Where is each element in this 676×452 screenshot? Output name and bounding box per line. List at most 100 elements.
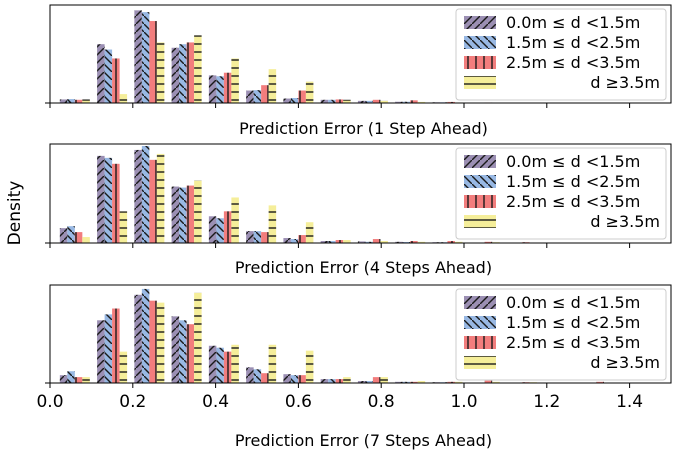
bar-p2-s4-b8	[343, 240, 351, 243]
legend-3: 0.0m ≤ d <1.5m1.5m ≤ d <2.5m2.5m ≤ d <3.…	[455, 288, 667, 381]
bar-p1-s2-b8	[328, 99, 336, 103]
bar-p3-s4-b2	[119, 351, 128, 383]
bar-p3-s4-b11	[454, 381, 463, 383]
panel-3: 0.0 0.2 0.4 0.6 0.8 1.0 1.2 1.4 Prediction Error…	[36, 284, 672, 450]
bar-p1-s1-b8	[320, 99, 329, 103]
legend-label: d ≥3.5m	[590, 212, 660, 231]
bar-p3-s1-b6	[246, 367, 254, 383]
legend-swatch	[464, 296, 496, 309]
xtick-label: 0.8	[368, 392, 395, 412]
bar-p3-s1-b2	[97, 320, 105, 383]
xtick-label: 1.4	[616, 392, 643, 412]
bar-p2-s3-b9	[372, 239, 381, 243]
bar-p3-s4-b10	[417, 381, 426, 383]
bar-p2-s3-b6	[261, 232, 269, 243]
bar-p2-s1-b5	[208, 216, 217, 243]
bar-p3-s1-b4	[171, 316, 180, 383]
bar-p3-s2-b10	[402, 381, 411, 383]
axes-frame-2	[49, 143, 672, 244]
bar-p1-s2-b9	[365, 100, 373, 103]
xtick-label: 1.2	[533, 392, 560, 412]
xtick-label: 0.6	[285, 392, 312, 412]
bar-p3-s2-b2	[104, 314, 113, 383]
bar-p1-s4-b1	[82, 99, 90, 103]
bar-p1-s4-b6	[268, 69, 277, 103]
legend-label: 2.5m ≤ d <3.5m	[506, 333, 640, 352]
bar-p1-s3-b10	[410, 100, 418, 103]
bar-p3-s3-b15	[596, 381, 604, 383]
bar-p1-s2-b7	[290, 98, 299, 103]
bar-p1-s1-b10	[395, 101, 403, 103]
bar-p2-s4-b4	[194, 180, 202, 243]
bar-p2-s2-b1	[67, 226, 75, 243]
bar-p1-s2-b2	[104, 49, 113, 103]
legend-swatch	[464, 356, 496, 369]
bar-p1-s3-b11	[447, 101, 455, 103]
bar-p3-s1-b1	[59, 375, 68, 383]
bar-p1-s4-b8	[343, 99, 351, 103]
legend-swatch	[464, 16, 496, 29]
bar-p1-s3-b7	[298, 90, 306, 103]
bar-p2-s1-b6	[246, 231, 254, 243]
panels: Prediction Error (1 Step Ahead) 0.0m ≤ d …	[36, 4, 672, 450]
bar-p3-s3-b1	[74, 377, 83, 383]
bar-p3-s4-b3	[156, 302, 165, 383]
bar-p3-s1-b8	[320, 379, 329, 383]
x-axis-label-3: Prediction Error (7 Steps Ahead)	[235, 431, 492, 450]
bar-p3-s1-b3	[134, 294, 142, 383]
bar-p1-s3-b1	[74, 99, 83, 103]
bar-p3-s3-b9	[372, 377, 381, 383]
legend-label: 0.0m ≤ d <1.5m	[506, 13, 640, 32]
legend-label: 1.5m ≤ d <2.5m	[506, 33, 640, 52]
bar-p2-s4-b3	[156, 153, 165, 243]
bar-p3-s2-b3	[141, 288, 150, 383]
bar-p3-s3-b8	[335, 379, 344, 383]
legend-swatch	[464, 76, 496, 89]
bar-p2-s1-b3	[134, 149, 142, 243]
bar-p1-s1-b4	[171, 47, 180, 103]
bar-p3-s4-b5	[231, 344, 239, 383]
bar-p2-s4-b6	[268, 205, 277, 243]
legend-swatch	[464, 36, 496, 49]
bar-p2-s1-b2	[97, 155, 105, 243]
legend-label: 2.5m ≤ d <3.5m	[506, 192, 640, 211]
bar-p2-s4-b2	[119, 211, 128, 243]
bar-p1-s2-b6	[253, 90, 262, 103]
bar-p1-s1-b3	[134, 10, 142, 104]
x-axis-label-2: Prediction Error (4 Steps Ahead)	[235, 258, 492, 277]
y-axis-label: Density	[5, 181, 25, 246]
legend-label: 1.5m ≤ d <2.5m	[506, 172, 640, 191]
bar-p2-s1-b9	[357, 241, 366, 243]
bar-p1-s2-b1	[67, 99, 75, 103]
bar-p2-s2-b5	[216, 218, 224, 243]
bar-p3-s1-b7	[283, 374, 291, 383]
bar-p1-s2-b5	[216, 76, 224, 103]
bar-p3-s3-b5	[223, 351, 232, 383]
bar-p2-s3-b11	[447, 241, 455, 243]
bar-p2-s2-b4	[179, 187, 187, 243]
bar-p3-s3-b7	[298, 375, 306, 383]
bar-p1-s4-b7	[305, 81, 314, 103]
bar-p1-s3-b5	[223, 72, 232, 103]
bar-p2-s2-b8	[328, 241, 336, 243]
legend-label: d ≥3.5m	[590, 73, 660, 92]
bar-p2-s4-b10	[417, 241, 426, 243]
bar-p1-s1-b2	[97, 44, 105, 103]
bar-p2-s1-b8	[320, 241, 329, 243]
bar-p1-s3-b3	[149, 21, 157, 103]
legend-swatch	[464, 155, 496, 168]
bar-p2-s3-b12	[484, 241, 493, 243]
bar-p1-s4-b5	[231, 58, 239, 103]
bar-p2-s3-b8	[335, 240, 344, 243]
bar-p3-s3-b4	[186, 324, 195, 383]
bar-p1-s2-b4	[179, 44, 187, 103]
legend-2: 0.0m ≤ d <1.5m1.5m ≤ d <2.5m2.5m ≤ d <3.…	[455, 147, 667, 240]
bar-p3-s1-b9	[357, 381, 366, 383]
bar-p1-s1-b1	[59, 99, 68, 103]
legend-label: 1.5m ≤ d <2.5m	[506, 313, 640, 332]
axes-frame-1	[49, 4, 672, 104]
bar-p3-s3-b3	[149, 300, 157, 383]
bar-p2-s2-b2	[104, 157, 113, 243]
bar-p2-s2-b9	[365, 241, 373, 243]
